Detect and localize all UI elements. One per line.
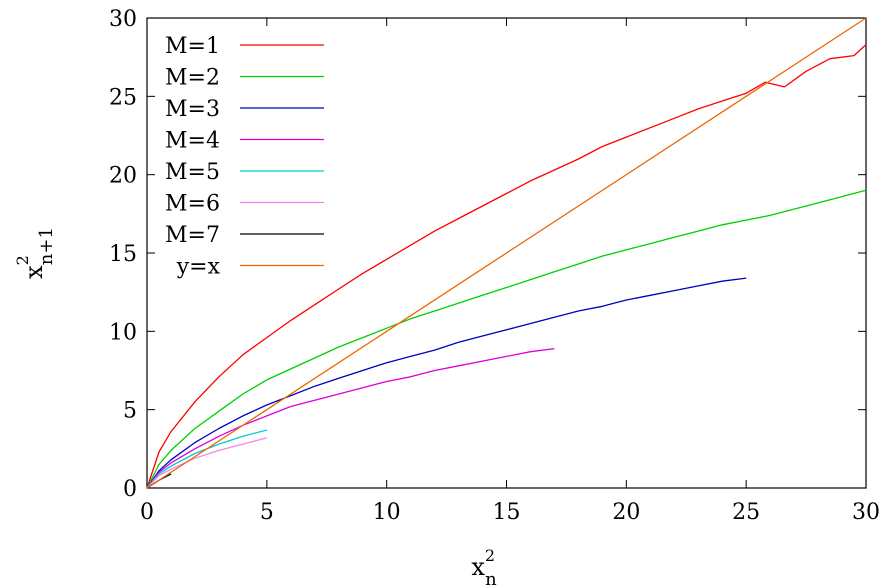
legend-label-m-3: M=3 [165, 97, 220, 122]
ticks: 0 5 10 15 20 25 30 0 5 10 15 20 25 30 [109, 7, 880, 525]
y-axis-label-sub: n+1 [36, 227, 57, 265]
y-tick-label: 20 [109, 164, 137, 189]
legend-label-m-4: M=4 [165, 129, 220, 154]
y-tick-label: 0 [123, 477, 137, 502]
legend-label-m-1: M=1 [165, 34, 220, 59]
y-axis-label-sup: 2 [13, 255, 32, 265]
y-tick-label: 25 [109, 85, 137, 110]
x-axis-label-sup: 2 [485, 546, 495, 565]
legend-label-y-x: y=x [176, 255, 221, 280]
x-tick-label: 15 [493, 500, 521, 525]
x-tick-label: 20 [612, 500, 640, 525]
series-line-m-5 [146, 429, 267, 489]
y-axis-label-base: x [20, 265, 48, 279]
legend-label-m-7: M=7 [165, 223, 220, 248]
legend: M=1 M=2 M=3 M=4 M=5 M=6 M=7 y=x [165, 34, 324, 280]
series-line-m-6 [146, 437, 267, 489]
y-tick-label: 15 [109, 242, 137, 267]
y-tick-label: 10 [109, 320, 137, 345]
series-line-m-3 [146, 277, 747, 489]
series-line-m-2 [146, 189, 867, 489]
legend-label-m-5: M=5 [165, 160, 220, 185]
x-tick-label: 0 [140, 500, 154, 525]
series-line-m-4 [146, 347, 555, 489]
x-tick-label: 25 [732, 500, 760, 525]
legend-label-m-6: M=6 [165, 192, 220, 217]
x-tick-label: 5 [260, 500, 274, 525]
y-axis-label: x2 n+1 [13, 227, 57, 279]
x-axis-label: x2 n [471, 546, 497, 588]
x-tick-label: 30 [852, 500, 880, 525]
series-layer [146, 17, 867, 489]
x-tick-label: 10 [373, 500, 401, 525]
legend-label-m-2: M=2 [165, 66, 220, 91]
x-axis-label-base: x [471, 553, 485, 581]
y-tick-label: 30 [109, 7, 137, 32]
x-axis-label-sub: n [485, 569, 497, 588]
y-tick-label: 5 [123, 399, 137, 424]
series-line-m-1 [146, 44, 867, 489]
series-line-y-x [146, 17, 867, 489]
